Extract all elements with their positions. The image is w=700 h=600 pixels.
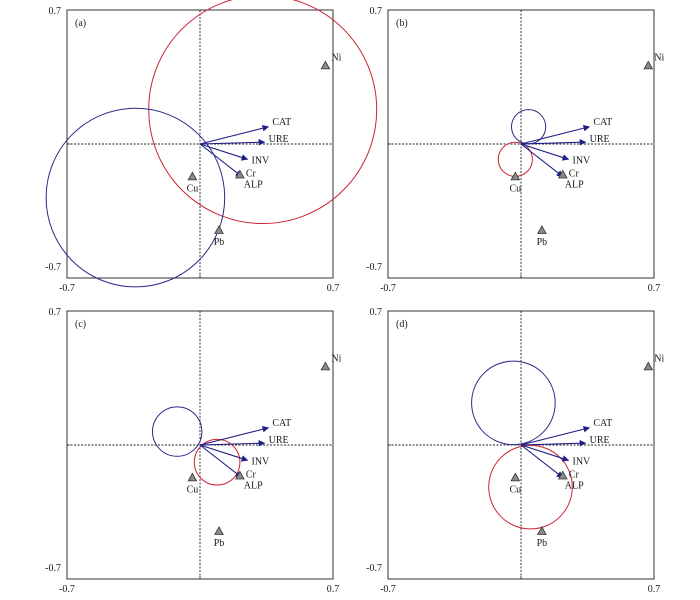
triangle-marker-cu <box>187 472 198 482</box>
vector-arrow-cat <box>199 125 270 145</box>
panel-label: (d) <box>396 319 408 330</box>
y-tick-label: -0.7 <box>366 563 382 574</box>
vector-label-alp: ALP <box>565 481 584 492</box>
triangle-marker-cr <box>557 169 568 179</box>
vector-arrow-cat <box>520 426 591 446</box>
triangle-marker-ni <box>320 361 331 371</box>
vector-label-inv: INV <box>252 155 271 166</box>
panel-b: -0.7 0.7 0.7 -0.7 (b) CAT URE INV ALP Ni Cu Cr Pb <box>366 6 664 294</box>
panel-label: (a) <box>75 18 86 29</box>
vector-label-cat: CAT <box>593 117 612 128</box>
vector-label-inv: INV <box>573 155 592 166</box>
triangle-marker-pb <box>537 526 547 535</box>
vector-arrow-inv <box>199 143 249 161</box>
triangle-marker-pb <box>214 225 224 234</box>
x-tick-label: 0.7 <box>648 283 661 294</box>
panel-a: -0.7 0.7 0.7 -0.7 (a) CAT URE INV ALP Ni Cu Cr Pb <box>45 0 378 294</box>
vector-arrow-ure <box>199 439 266 447</box>
correlation-circle <box>471 360 556 446</box>
triangle-marker-ni <box>643 361 654 371</box>
x-tick-label: -0.7 <box>59 283 75 294</box>
vector-label-cat: CAT <box>272 117 291 128</box>
panel-d: -0.7 0.7 0.7 -0.7 (d) CAT URE INV ALP Ni Cu Cr Pb <box>366 307 664 595</box>
vector-arrow-alp <box>199 444 243 478</box>
vector-arrow-inv <box>520 143 570 161</box>
correlation-circle <box>488 444 573 530</box>
vector-arrow-inv <box>520 444 570 462</box>
vector-arrow-ure <box>520 439 587 447</box>
vector-label-alp: ALP <box>244 481 263 492</box>
point-label-pb: Pb <box>537 237 548 248</box>
triangle-marker-cu <box>510 171 521 181</box>
panel-label: (c) <box>75 319 86 330</box>
point-label-ni: Ni <box>331 53 341 64</box>
y-tick-label: 0.7 <box>370 6 383 17</box>
triangle-marker-cr <box>235 169 245 179</box>
vector-label-alp: ALP <box>244 180 263 191</box>
correlation-circle <box>152 406 203 457</box>
y-tick-label: -0.7 <box>366 262 382 273</box>
x-tick-label: -0.7 <box>59 584 75 595</box>
vector-arrow-alp <box>520 143 564 177</box>
vector-label-ure: URE <box>590 435 610 446</box>
triangle-marker-cu <box>187 171 198 181</box>
point-label-cr: Cr <box>246 470 257 481</box>
vector-arrow-ure <box>199 138 266 146</box>
point-label-cr: Cr <box>246 169 257 180</box>
triangle-marker-pb <box>537 225 547 234</box>
vector-label-inv: INV <box>573 456 592 467</box>
vector-label-cat: CAT <box>593 418 612 429</box>
x-tick-label: 0.7 <box>327 584 340 595</box>
vector-label-ure: URE <box>590 134 610 145</box>
panel-label: (b) <box>396 18 408 29</box>
triangle-marker-cu <box>510 472 521 482</box>
y-tick-label: 0.7 <box>370 307 383 318</box>
correlation-circle <box>45 107 226 288</box>
y-tick-label: 0.7 <box>49 307 62 318</box>
point-label-pb: Pb <box>537 538 548 549</box>
point-label-ni: Ni <box>654 354 664 365</box>
vector-arrow-alp <box>199 143 243 177</box>
vector-arrow-cat <box>520 125 591 145</box>
panel-c: -0.7 0.7 0.7 -0.7 (c) CAT URE INV ALP Ni Cu Cr Pb <box>45 307 341 595</box>
triangle-marker-cr <box>557 470 568 480</box>
point-label-cu: Cu <box>509 184 521 195</box>
vector-label-ure: URE <box>269 435 289 446</box>
point-label-cu: Cu <box>187 184 199 195</box>
point-label-cr: Cr <box>569 169 580 180</box>
vector-label-alp: ALP <box>565 180 584 191</box>
triangle-marker-ni <box>320 60 331 70</box>
y-tick-label: -0.7 <box>45 262 61 273</box>
point-label-cr: Cr <box>569 470 580 481</box>
vector-label-cat: CAT <box>272 418 291 429</box>
vector-label-ure: URE <box>269 134 289 145</box>
vector-arrow-cat <box>199 426 270 446</box>
point-label-pb: Pb <box>214 237 225 248</box>
x-tick-label: -0.7 <box>380 283 396 294</box>
point-label-cu: Cu <box>187 485 199 496</box>
point-label-cu: Cu <box>509 485 521 496</box>
y-tick-label: -0.7 <box>45 563 61 574</box>
triangle-marker-cr <box>235 470 245 480</box>
point-label-ni: Ni <box>654 53 664 64</box>
x-tick-label: 0.7 <box>648 584 661 595</box>
vector-label-inv: INV <box>252 456 271 467</box>
point-label-ni: Ni <box>331 354 341 365</box>
vector-arrow-ure <box>520 138 587 146</box>
point-label-pb: Pb <box>214 538 225 549</box>
x-tick-label: 0.7 <box>327 283 340 294</box>
x-tick-label: -0.7 <box>380 584 396 595</box>
y-tick-label: 0.7 <box>49 6 62 17</box>
triangle-marker-ni <box>643 60 654 70</box>
triangle-marker-pb <box>214 526 224 535</box>
vector-arrow-inv <box>199 444 249 462</box>
vector-arrow-alp <box>520 444 564 478</box>
correlation-circle <box>497 141 533 177</box>
correlation-circle <box>193 438 241 486</box>
